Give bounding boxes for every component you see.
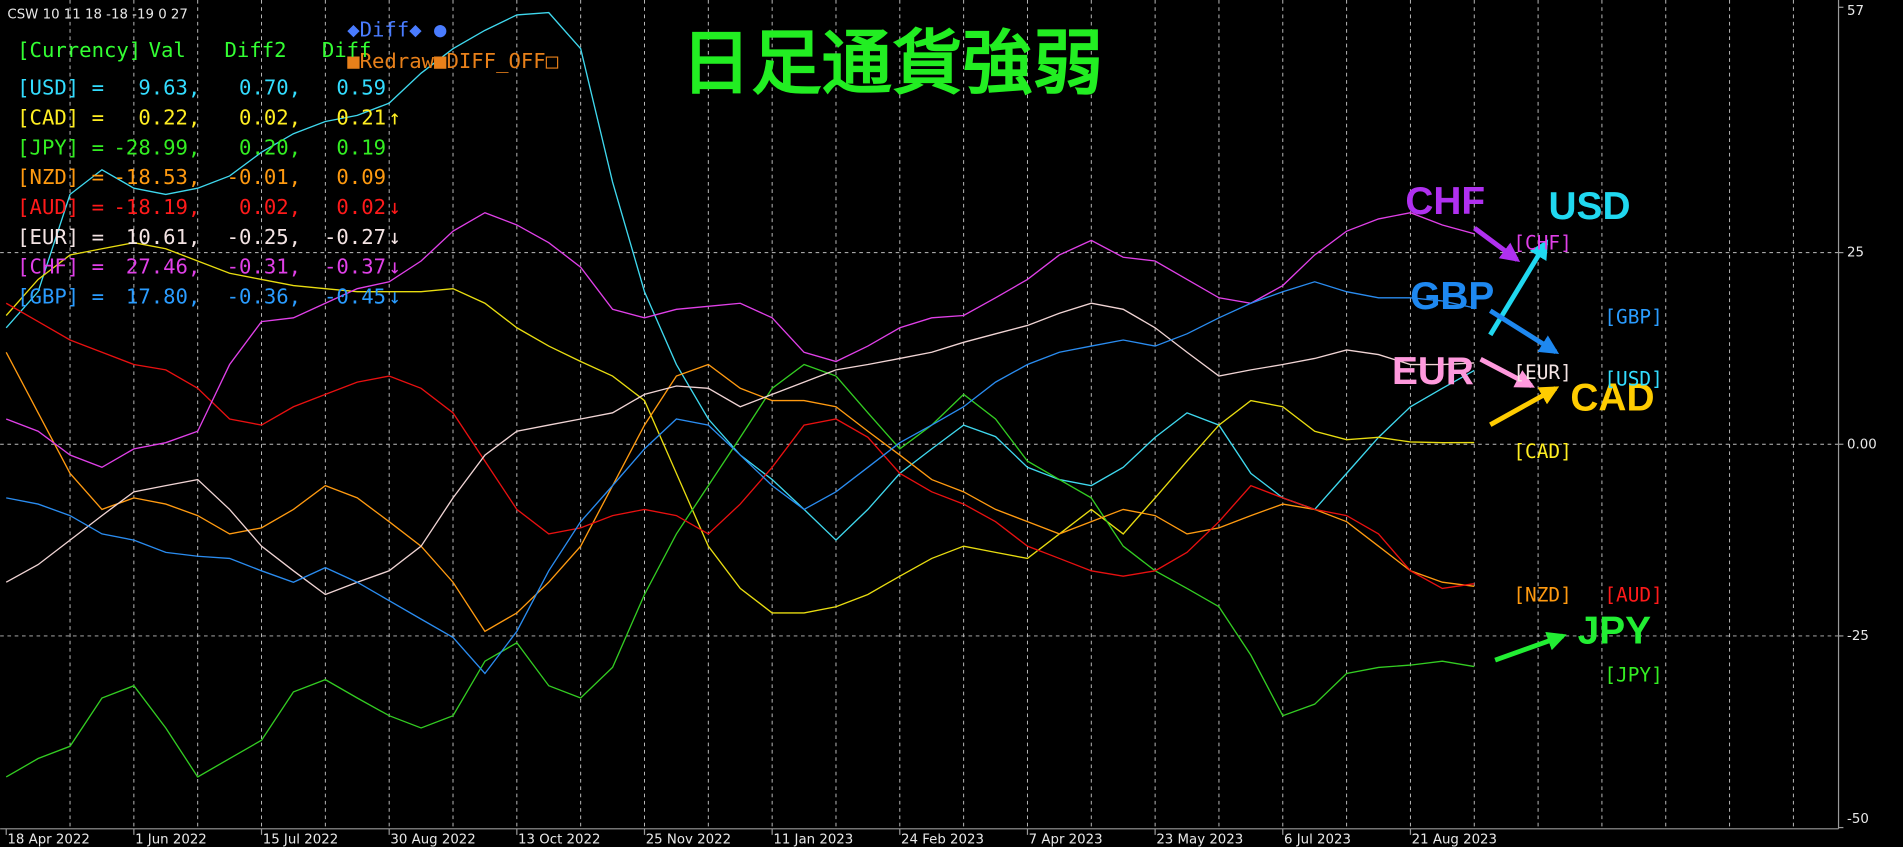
panel-cell: 0.02, (239, 105, 301, 129)
panel-cell: 0.19 (336, 135, 386, 159)
y-tick-label: 57 (1847, 4, 1864, 19)
panel-cell: -0.01, (227, 165, 301, 189)
series-line (5, 351, 1475, 633)
arrow (1494, 631, 1567, 663)
panel-cell: [USD] = (17, 76, 104, 100)
x-tick-label: 21 Aug 2023 (1412, 833, 1497, 847)
end-label: [USD] (1604, 367, 1662, 390)
y-tick-label: 25 (1847, 246, 1864, 261)
annotation: CHF (1405, 180, 1485, 223)
panel-cell: [EUR] = (17, 225, 104, 249)
panel-cell: -0.36, (227, 285, 301, 309)
panel-cell: -18.19, (114, 195, 201, 219)
panel-cell: -0.31, (227, 255, 301, 279)
arrow (1479, 357, 1535, 389)
panel-header: Diff (322, 38, 372, 62)
panel-cell: 0.09 (336, 165, 386, 189)
panel-header: [Currency] (17, 38, 141, 62)
redraw-button[interactable]: ■Redraw■DIFF_OFF□ (347, 49, 559, 73)
x-tick-label: 13 Oct 2022 (518, 833, 600, 847)
x-tick-label: 30 Aug 2022 (390, 833, 475, 847)
annotation: EUR (1392, 350, 1474, 393)
panel-header: Val (149, 38, 186, 62)
panel-cell: 0.70, (239, 76, 301, 100)
diff-button[interactable]: ◆Diff◆ ● (347, 17, 447, 41)
x-tick-label: 1 Jun 2022 (135, 833, 207, 847)
panel-cell: 0.22, (138, 105, 200, 129)
panel-cell: 9.63, (138, 76, 200, 100)
series-line (5, 242, 1475, 614)
arrow (1473, 226, 1521, 262)
ticks: 57 25 0.00 -25 -50 18 Apr 2022 1 Jun 2022 15 Ju… (5, 4, 1877, 847)
panel-cell: 0.02, (239, 195, 301, 219)
series-line (5, 363, 1475, 778)
x-tick-label: 24 Feb 2023 (901, 833, 984, 847)
x-tick-label: 7 Apr 2023 (1029, 833, 1103, 847)
y-tick-label: 0.00 (1847, 437, 1877, 452)
series-line (6, 281, 1475, 675)
annotation: CAD (1570, 377, 1654, 420)
panel-cell: 27.46, (126, 255, 200, 279)
x-tick-label: 11 Jan 2023 (773, 833, 853, 847)
end-label: [NZD] (1513, 583, 1571, 606)
panel-cell: [JPY] = (17, 135, 104, 159)
panel-cell: -28.99, (114, 135, 201, 159)
panel-cell: [NZD] = (17, 165, 104, 189)
x-tick-label: 15 Jul 2022 (263, 833, 338, 847)
x-tick-label: 23 May 2023 (1156, 833, 1243, 847)
end-label: [JPY] (1604, 663, 1662, 686)
panel-cell: ↓ (388, 195, 400, 219)
panel-cell: 10.61, (126, 225, 200, 249)
panel-cell: [AUD] = (17, 195, 104, 219)
x-tick-label: 6 Jul 2023 (1284, 833, 1351, 847)
y-tick-label: -25 (1847, 629, 1869, 644)
end-label: [CAD] (1513, 440, 1571, 463)
panel-cell: -0.27 (324, 225, 386, 249)
info-panel: [Currency] Val Diff2 Diff [USD] = 9.63, 0.70, 0… (17, 38, 401, 309)
panel-cell: -0.25, (227, 225, 301, 249)
panel-cell: -18.53, (114, 165, 201, 189)
arrow (1489, 386, 1560, 427)
panel-cell: 0.02 (336, 195, 386, 219)
panel-cell: ↓ (388, 285, 400, 309)
annotation: JPY (1578, 610, 1651, 653)
panel-header: Diff2 (224, 38, 286, 62)
series-line (5, 302, 1475, 596)
panel-cell: ↑ (388, 105, 400, 129)
panel-cell: -0.45 (324, 285, 386, 309)
panel-cell: [CAD] = (17, 105, 104, 129)
panel-cell: -0.37 (324, 255, 386, 279)
panel-cell: 17.80, (126, 285, 200, 309)
end-label: [EUR] (1513, 361, 1571, 384)
x-tick-label: 25 Nov 2022 (646, 833, 731, 847)
annotation: USD (1549, 185, 1631, 228)
panel-cell: [GBP] = (17, 285, 104, 309)
panel-cell: ↓ (388, 225, 400, 249)
end-label: [GBP] (1604, 305, 1662, 328)
header-text: CSW 10 11 18 -18 -19 0 27 (7, 8, 187, 23)
series-line (5, 302, 1475, 590)
lines (5, 11, 1475, 778)
arrow (1488, 239, 1549, 337)
annotations: CHF USD GBP EUR CAD JPY (1392, 180, 1654, 663)
annotation: GBP (1410, 275, 1494, 318)
end-label: [CHF] (1513, 231, 1571, 254)
panel-cell: 0.20, (239, 135, 301, 159)
x-tick-label: 18 Apr 2022 (7, 833, 89, 847)
chart-title: 日足通貨強弱 (681, 22, 1103, 104)
panel-cell: 0.59 (336, 76, 386, 100)
panel-cell: [CHF] = (17, 255, 104, 279)
end-labels: [CHF] [GBP] [EUR] [USD] [CAD] [NZD] [AUD… (1513, 231, 1662, 686)
y-tick-label: -50 (1847, 812, 1869, 827)
arrow (1488, 308, 1560, 354)
end-label: [AUD] (1604, 583, 1662, 606)
panel-cell: ↓ (388, 255, 400, 279)
panel-cell: 0.21 (336, 105, 386, 129)
series-line (5, 211, 1475, 469)
